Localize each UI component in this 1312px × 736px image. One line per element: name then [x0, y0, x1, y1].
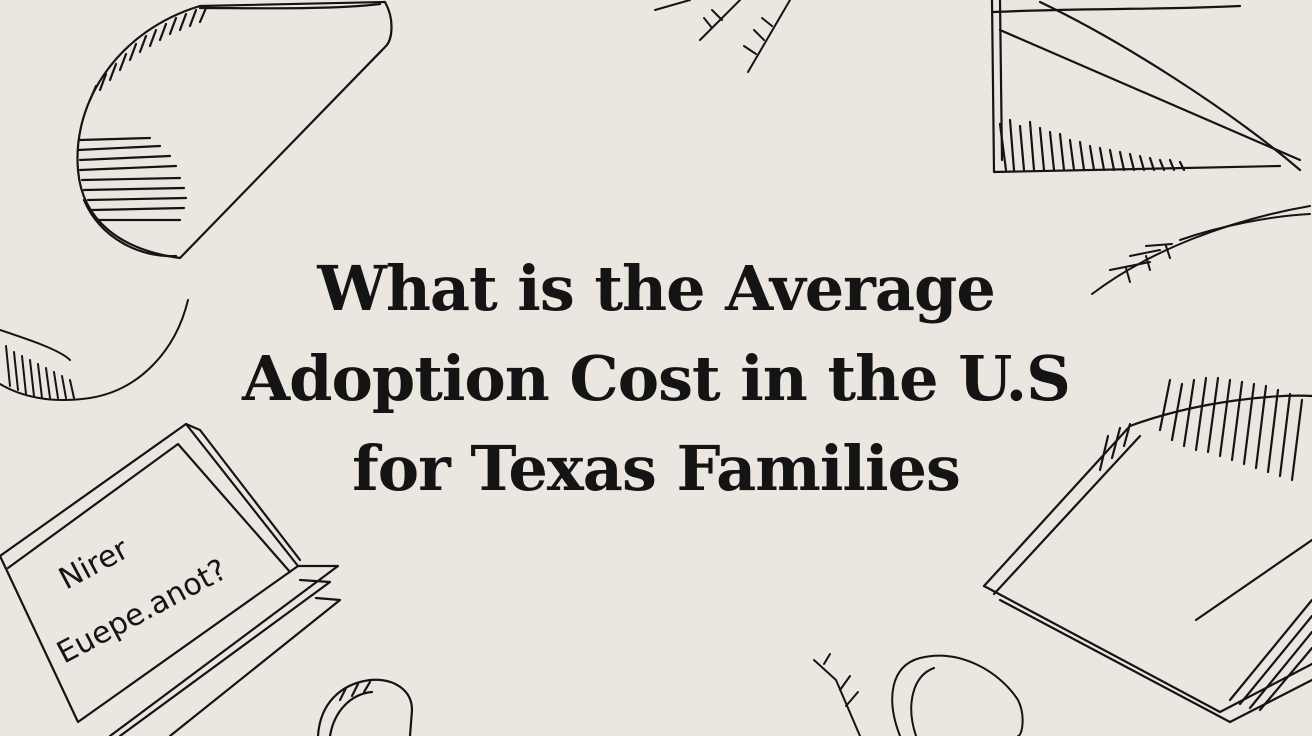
tablet-sketch-bottom-right [982, 376, 1312, 724]
bag-sketch-bottom [316, 678, 414, 736]
loop-sketch-bottom [813, 653, 1024, 736]
book-sketch-bottom-left [0, 422, 342, 736]
arc-sketch-left [0, 299, 189, 401]
headline-line-1: What is the Average [317, 252, 996, 325]
headline-line-2: Adoption Cost in the U.S [242, 342, 1071, 415]
box-sketch-top-right [990, 0, 1302, 174]
sketch-note-line1: Nirer [53, 531, 135, 597]
grass-sprig-top [654, 0, 791, 73]
feather-sketch-right [1091, 205, 1311, 295]
headline-line-3: for Texas Families [352, 432, 961, 505]
leaf-sketch-top-left [76, 0, 393, 260]
headline: What is the Average Adoption Cost in the… [206, 244, 1106, 514]
